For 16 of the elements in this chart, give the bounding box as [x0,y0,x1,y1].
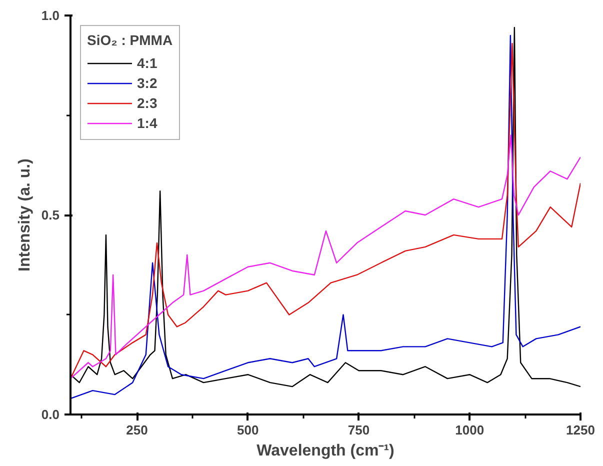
y-tick-label: 1.0 [41,8,60,23]
x-tick-label: 250 [126,422,148,438]
y-tick-label: 0.5 [41,208,60,222]
x-tick-label: 1000 [455,422,484,438]
legend-label: 1:4 [137,115,158,131]
y-axis-title: Intensity (a. u.) [16,158,34,272]
x-axis-title: Wavelength (cm⁻¹) [256,442,394,460]
x-tick-label: 1250 [566,422,595,438]
legend-title: SiO₂ : PMMA [87,32,173,48]
x-tick-label: 750 [348,422,370,438]
legend-label: 2:3 [137,95,158,111]
x-tick-label: 500 [237,422,259,438]
line-series [70,134,580,380]
y-tick-label: 0.0 [41,407,60,422]
legend-label: 4:1 [137,55,158,71]
legend-label: 3:2 [137,75,158,91]
